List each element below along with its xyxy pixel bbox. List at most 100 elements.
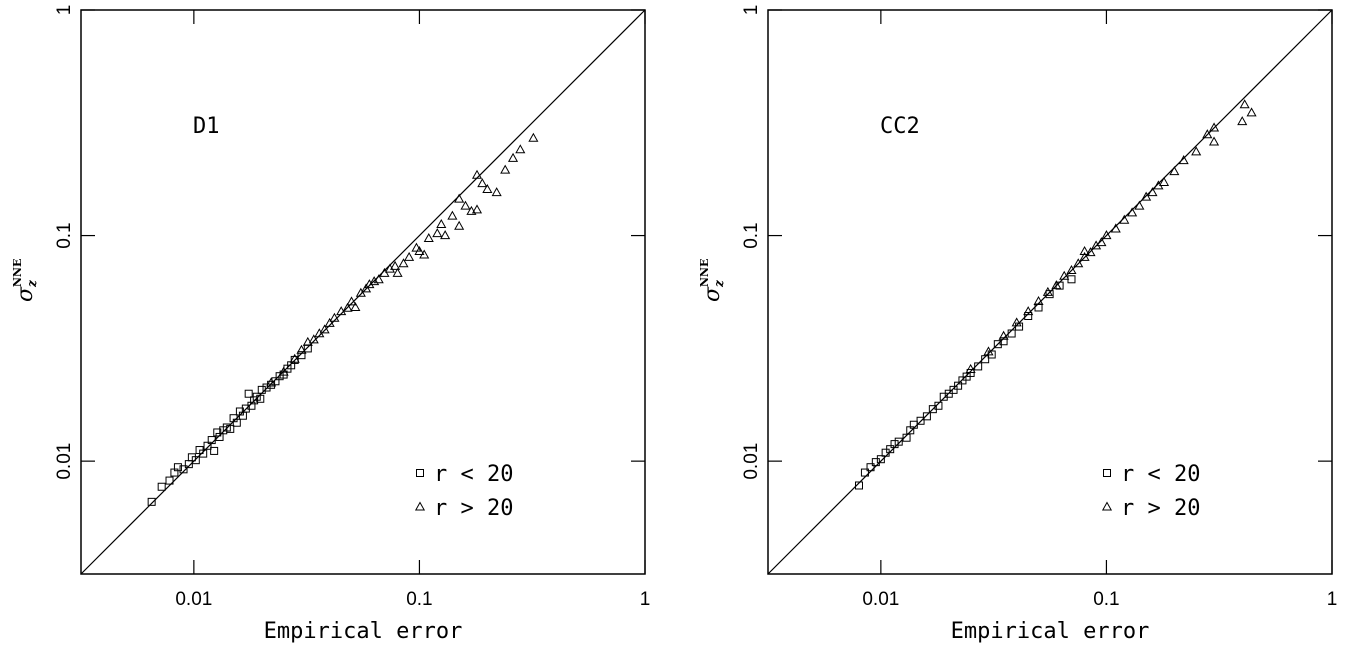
- marker-triangle: [1066, 264, 1077, 275]
- marker-triangle: [342, 302, 353, 312]
- marker-square: [303, 344, 312, 353]
- marker-square: [232, 418, 241, 427]
- marker-square: [981, 355, 990, 364]
- legend-label: r > 20: [434, 496, 513, 521]
- marker-square: [191, 456, 200, 465]
- marker-triangle: [1059, 270, 1070, 280]
- marker-triangle: [528, 132, 539, 142]
- marker-triangle: [289, 353, 300, 363]
- marker-triangle: [329, 312, 340, 322]
- y-axis-label: σzNNE: [698, 259, 726, 302]
- legend-label: r < 20: [434, 462, 513, 487]
- marker-square: [226, 424, 235, 433]
- y-label-sub: z: [25, 279, 39, 288]
- x-tick-label: 1: [640, 589, 651, 610]
- legend-marker: [1101, 501, 1113, 511]
- marker-square: [860, 468, 869, 477]
- marker-triangle: [361, 283, 372, 293]
- marker-triangle: [965, 363, 976, 373]
- marker-triangle: [414, 245, 425, 255]
- marker-square: [922, 412, 931, 421]
- marker-square: [1007, 329, 1016, 338]
- marker-triangle: [1033, 296, 1044, 306]
- marker-triangle: [423, 233, 434, 243]
- marker-triangle: [1239, 99, 1250, 109]
- marker-triangle: [1191, 146, 1202, 156]
- marker-triangle: [390, 260, 401, 270]
- panel: 0.01 0.1 1 0.01 0.1 1 Empirical error σzNNE D1 r …: [11, 5, 650, 644]
- marker-triangle: [460, 200, 471, 210]
- panel: 0.01 0.1 1 0.01 0.1 1 Empirical error σzNNE CC2 r…: [698, 5, 1337, 644]
- marker-triangle: [1209, 136, 1220, 146]
- marker-triangle: [477, 178, 488, 188]
- marker-triangle: [308, 334, 319, 344]
- marker-square: [954, 381, 963, 390]
- marker-triangle: [1147, 187, 1158, 197]
- marker-square: [993, 340, 1002, 349]
- marker-triangle: [419, 249, 430, 259]
- marker-square: [203, 441, 212, 450]
- marker-square: [871, 458, 880, 467]
- marker-triangle: [1119, 214, 1130, 224]
- marker-triangle: [319, 324, 330, 334]
- marker-square: [876, 455, 885, 464]
- marker-triangle: [1178, 155, 1189, 165]
- marker-triangle: [369, 276, 380, 286]
- marker-triangle: [1085, 247, 1096, 257]
- marker-square: [173, 463, 182, 472]
- marker-square: [949, 385, 958, 394]
- marker-triangle: [436, 218, 447, 228]
- marker-square: [894, 437, 903, 446]
- marker-triangle: [1073, 258, 1084, 268]
- marker-triangle: [1202, 129, 1213, 139]
- marker-triangle: [411, 242, 422, 252]
- marker-triangle: [373, 274, 384, 284]
- plot-frame: [80, 9, 646, 575]
- marker-square: [1015, 322, 1024, 331]
- marker-triangle: [500, 164, 511, 174]
- marker-triangle: [1079, 245, 1090, 255]
- marker-triangle: [350, 301, 361, 311]
- x-axis-label: Empirical error: [951, 619, 1150, 644]
- marker-square: [256, 394, 265, 403]
- marker-square: [207, 436, 216, 445]
- marker-square: [934, 401, 943, 410]
- marker-square: [886, 445, 895, 454]
- marker-triangle: [998, 330, 1009, 340]
- marker-triangle: [1134, 200, 1145, 210]
- marker-triangle: [454, 220, 465, 230]
- marker-square: [262, 383, 271, 392]
- marker-square: [890, 440, 899, 449]
- marker-triangle: [491, 187, 502, 197]
- marker-triangle: [1101, 230, 1112, 240]
- marker-square: [179, 465, 188, 474]
- marker-triangle: [1096, 237, 1107, 247]
- marker-triangle: [447, 210, 458, 220]
- marker-square: [290, 355, 299, 364]
- y-axis-label: σzNNE: [11, 259, 39, 302]
- x-axis-label: Empirical error: [264, 619, 463, 644]
- legend-label: r > 20: [1121, 496, 1200, 521]
- y-tick-label: 0.1: [741, 222, 762, 248]
- marker-square: [939, 392, 948, 401]
- marker-triangle: [983, 346, 994, 356]
- marker-triangle: [432, 228, 443, 238]
- y-tick-label: 1: [54, 5, 75, 16]
- marker-triangle: [1079, 251, 1090, 261]
- y-tick-label: 1: [741, 5, 762, 16]
- marker-square: [147, 497, 156, 506]
- y-tick-label: 0.01: [54, 443, 75, 480]
- marker-triangle: [471, 169, 483, 179]
- marker-square: [297, 351, 306, 360]
- panel-annotation: CC2: [880, 114, 920, 139]
- marker-triangle: [392, 267, 403, 277]
- marker-square: [1034, 303, 1043, 312]
- marker-square: [247, 401, 256, 410]
- marker-square: [1024, 311, 1033, 320]
- marker-triangle: [1141, 191, 1152, 201]
- marker-triangle: [1110, 223, 1121, 233]
- panel-annotation: D1: [193, 114, 220, 139]
- marker-triangle: [1237, 116, 1248, 126]
- y-label-sup: NNE: [698, 259, 711, 288]
- marker-triangle: [1091, 240, 1102, 250]
